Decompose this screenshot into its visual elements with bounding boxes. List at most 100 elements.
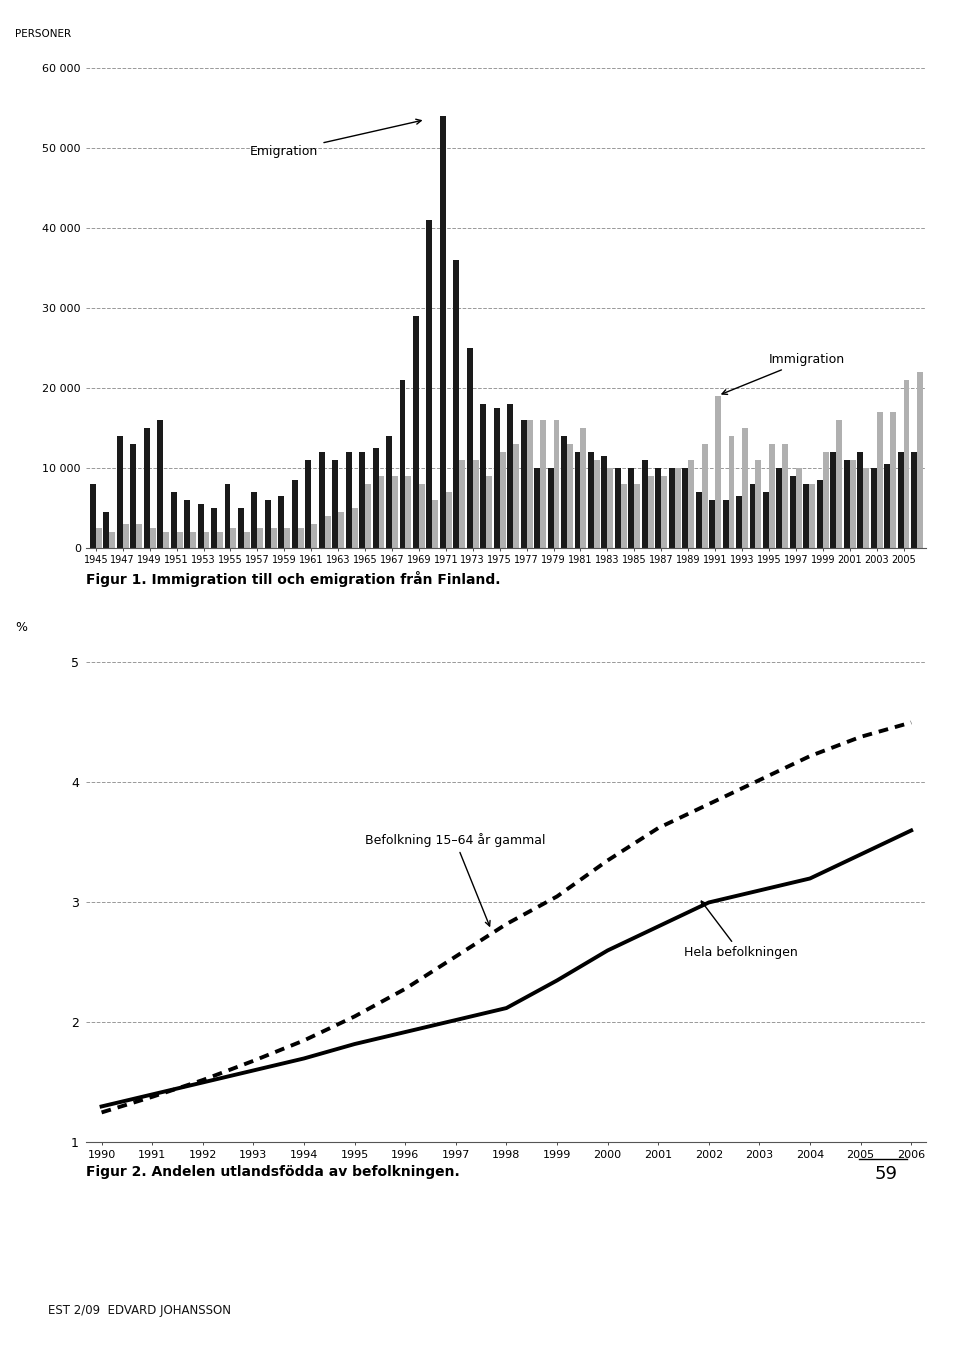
Bar <box>252 492 257 548</box>
Bar <box>635 484 640 548</box>
Bar <box>514 443 519 548</box>
Bar <box>763 492 769 548</box>
Bar <box>520 419 527 548</box>
Bar <box>319 452 324 548</box>
Bar <box>642 460 648 548</box>
Bar <box>486 476 492 548</box>
Bar <box>392 476 397 548</box>
Bar <box>230 527 236 548</box>
Bar <box>467 347 472 548</box>
Bar <box>324 515 330 548</box>
Bar <box>567 443 573 548</box>
Bar <box>365 484 371 548</box>
Bar <box>346 452 351 548</box>
Bar <box>432 500 439 548</box>
Bar <box>683 468 688 548</box>
Bar <box>661 476 667 548</box>
Bar <box>884 464 890 548</box>
Bar <box>453 260 459 548</box>
Bar <box>217 531 223 548</box>
Bar <box>372 448 378 548</box>
Bar <box>696 492 702 548</box>
Bar <box>419 484 425 548</box>
Bar <box>198 503 204 548</box>
Bar <box>547 468 554 548</box>
Text: Figur 1. Immigration till och emigration från Finland.: Figur 1. Immigration till och emigration… <box>86 571 501 587</box>
Bar <box>480 404 486 548</box>
Bar <box>850 460 855 548</box>
Text: PERSONER: PERSONER <box>15 28 71 39</box>
Bar <box>359 452 365 548</box>
Bar <box>594 460 600 548</box>
Bar <box>332 460 338 548</box>
Text: EST 2/09  EDVARD JOHANSSON: EST 2/09 EDVARD JOHANSSON <box>48 1305 231 1317</box>
Bar <box>238 507 244 548</box>
Bar <box>117 435 123 548</box>
Bar <box>109 531 115 548</box>
Bar <box>688 460 694 548</box>
Bar <box>292 480 298 548</box>
Bar <box>656 468 661 548</box>
Text: Hela befolkningen: Hela befolkningen <box>684 902 797 960</box>
Bar <box>190 531 196 548</box>
Bar <box>338 511 344 548</box>
Bar <box>782 443 788 548</box>
Bar <box>184 500 190 548</box>
Bar <box>459 460 466 548</box>
Bar <box>790 476 796 548</box>
Bar <box>527 419 533 548</box>
Bar <box>817 480 823 548</box>
Bar <box>204 531 209 548</box>
Bar <box>123 523 129 548</box>
Bar <box>177 531 182 548</box>
Bar <box>863 468 869 548</box>
Bar <box>715 396 721 548</box>
Bar <box>96 527 102 548</box>
Bar <box>499 452 506 548</box>
Bar <box>615 468 621 548</box>
Bar <box>426 219 432 548</box>
Bar <box>378 476 384 548</box>
Bar <box>911 452 917 548</box>
Bar <box>157 419 163 548</box>
Bar <box>305 460 311 548</box>
Bar <box>265 500 271 548</box>
Bar <box>777 468 782 548</box>
Bar <box>796 468 802 548</box>
Bar <box>440 116 445 548</box>
Bar <box>608 468 613 548</box>
Bar <box>830 452 836 548</box>
Bar <box>574 452 581 548</box>
Bar <box>769 443 775 548</box>
Bar <box>871 468 876 548</box>
Bar <box>588 452 594 548</box>
Bar <box>561 435 567 548</box>
Bar <box>857 452 863 548</box>
Bar <box>163 531 169 548</box>
Bar <box>271 527 276 548</box>
Bar <box>736 496 742 548</box>
Bar <box>554 419 560 548</box>
Bar <box>629 468 635 548</box>
Bar <box>898 452 903 548</box>
Bar <box>836 419 842 548</box>
Bar <box>890 411 896 548</box>
Bar <box>144 427 150 548</box>
Bar <box>278 496 284 548</box>
Bar <box>729 435 734 548</box>
Bar <box>723 500 729 548</box>
Bar <box>702 443 708 548</box>
Bar <box>284 527 290 548</box>
Text: 59: 59 <box>875 1165 898 1183</box>
Bar <box>257 527 263 548</box>
Text: Figur 2. Andelen utlandsfödda av befolkningen.: Figur 2. Andelen utlandsfödda av befolkn… <box>86 1165 460 1179</box>
Text: Emigration: Emigration <box>251 119 421 158</box>
Bar <box>540 419 546 548</box>
Bar <box>311 523 317 548</box>
Bar <box>917 372 923 548</box>
Bar <box>742 427 748 548</box>
Bar <box>405 476 412 548</box>
Bar <box>136 523 142 548</box>
Bar <box>621 484 627 548</box>
Bar <box>386 435 392 548</box>
